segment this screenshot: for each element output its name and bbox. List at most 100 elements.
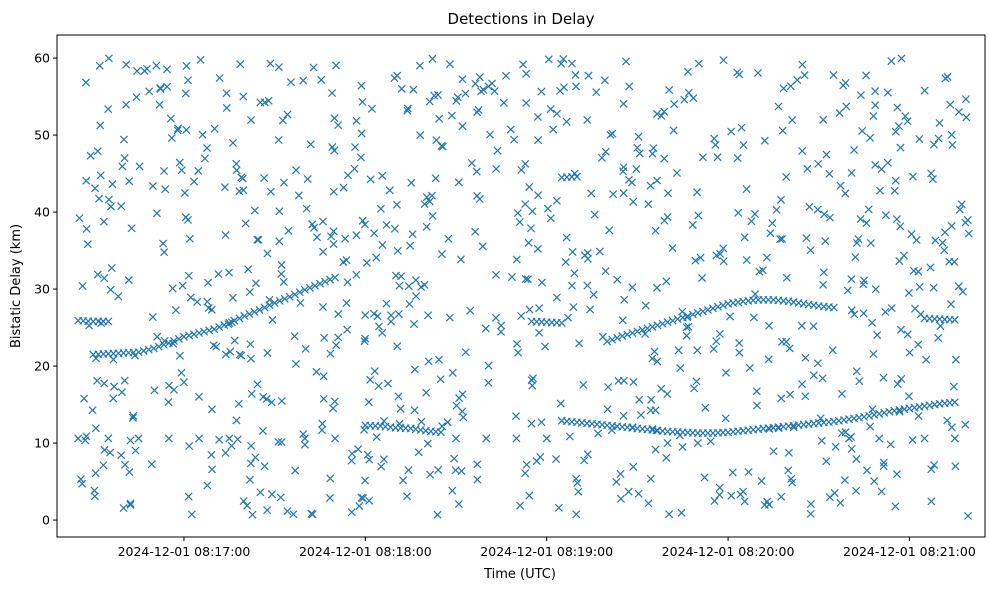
- clutter-point: [694, 59, 703, 68]
- clutter-point: [782, 273, 791, 282]
- clutter-point: [117, 451, 126, 460]
- clutter-point: [847, 444, 856, 453]
- clutter-point: [835, 108, 844, 117]
- clutter-point: [163, 82, 172, 91]
- clutter-point: [735, 339, 744, 348]
- clutter-point: [612, 477, 621, 486]
- clutter-point: [274, 136, 283, 145]
- clutter-point: [682, 331, 691, 340]
- clutter-point: [883, 88, 892, 97]
- clutter-point: [946, 100, 955, 109]
- clutter-point: [710, 134, 719, 143]
- clutter-point: [351, 143, 360, 152]
- clutter-point: [461, 89, 470, 98]
- clutter-point: [697, 273, 707, 283]
- clutter-point: [263, 348, 272, 357]
- clutter-point: [627, 178, 636, 187]
- clutter-point: [721, 368, 731, 377]
- clutter-point: [719, 257, 728, 266]
- x-tick-label: 2024-12-01 08:18:00: [299, 544, 432, 559]
- clutter-point: [822, 150, 831, 159]
- clutter-point: [394, 310, 403, 319]
- clutter-point: [428, 54, 437, 63]
- clutter-point: [554, 503, 563, 512]
- clutter-point: [896, 325, 905, 334]
- clutter-point: [267, 398, 276, 407]
- clutter-point: [750, 209, 759, 218]
- clutter-point: [369, 309, 378, 318]
- clutter-point: [565, 432, 574, 441]
- clutter-point: [622, 57, 631, 66]
- clutter-point: [424, 311, 433, 320]
- track-point: [618, 332, 627, 341]
- clutter-point: [194, 392, 204, 401]
- clutter-point: [393, 342, 402, 351]
- clutter-point: [81, 78, 90, 87]
- clutter-point: [629, 462, 638, 471]
- clutter-point: [135, 162, 144, 171]
- clutter-point: [735, 70, 744, 79]
- clutter-point: [220, 183, 229, 192]
- clutter-point: [291, 466, 300, 475]
- clutter-point: [226, 347, 235, 356]
- clutter-point: [837, 389, 846, 398]
- clutter-point: [802, 234, 811, 243]
- clutter-point: [894, 121, 903, 131]
- x-tick-label: 2024-12-01 08:21:00: [843, 544, 976, 559]
- clutter-point: [868, 405, 877, 414]
- clutter-point: [755, 267, 764, 276]
- clutter-point: [411, 276, 420, 285]
- clutter-point: [552, 196, 561, 205]
- clutter-point: [719, 56, 728, 65]
- clutter-point: [173, 126, 182, 135]
- clutter-point: [443, 418, 452, 427]
- clutter-point: [239, 92, 248, 101]
- clutter-point: [562, 233, 571, 242]
- clutter-point: [870, 477, 879, 486]
- clutter-point: [635, 395, 644, 404]
- clutter-point: [425, 197, 434, 206]
- clutter-point: [786, 82, 795, 91]
- clutter-point: [318, 303, 328, 312]
- clutter-point: [689, 94, 698, 103]
- clutter-point: [881, 211, 890, 220]
- clutter-point: [390, 74, 399, 83]
- clutter-point: [328, 143, 337, 152]
- clutter-point: [674, 346, 683, 355]
- clutter-point: [869, 350, 878, 359]
- clutter-point: [204, 303, 213, 313]
- clutter-point: [850, 310, 859, 319]
- clutter-point: [404, 282, 413, 291]
- clutter-point: [664, 189, 673, 198]
- clutter-point: [662, 453, 671, 462]
- track-point: [245, 309, 254, 318]
- clutter-point: [908, 172, 917, 181]
- clutter-point: [243, 501, 252, 510]
- track-point: [320, 277, 330, 286]
- clutter-point: [471, 227, 480, 236]
- clutter-point: [766, 229, 775, 238]
- clutter-point: [583, 281, 592, 290]
- clutter-point: [698, 153, 707, 162]
- clutter-point: [185, 442, 194, 451]
- clutter-point: [153, 332, 162, 341]
- clutter-point: [646, 181, 655, 190]
- clutter-point: [140, 66, 149, 75]
- clutter-point: [178, 281, 187, 290]
- clutter-point: [104, 195, 113, 204]
- clutter-point: [949, 382, 958, 391]
- clutter-point: [160, 167, 169, 176]
- clutter-point: [903, 330, 912, 339]
- clutter-point: [866, 133, 875, 142]
- clutter-point: [378, 240, 387, 249]
- track-point: [950, 315, 959, 324]
- clutter-point: [680, 95, 689, 104]
- clutter-point: [250, 206, 259, 215]
- clutter-point: [246, 340, 255, 349]
- clutter-point: [901, 112, 910, 121]
- clutter-point: [260, 462, 269, 471]
- clutter-point: [891, 176, 900, 185]
- clutter-point: [355, 501, 364, 511]
- clutter-point: [124, 276, 133, 285]
- clutter-point: [575, 339, 584, 348]
